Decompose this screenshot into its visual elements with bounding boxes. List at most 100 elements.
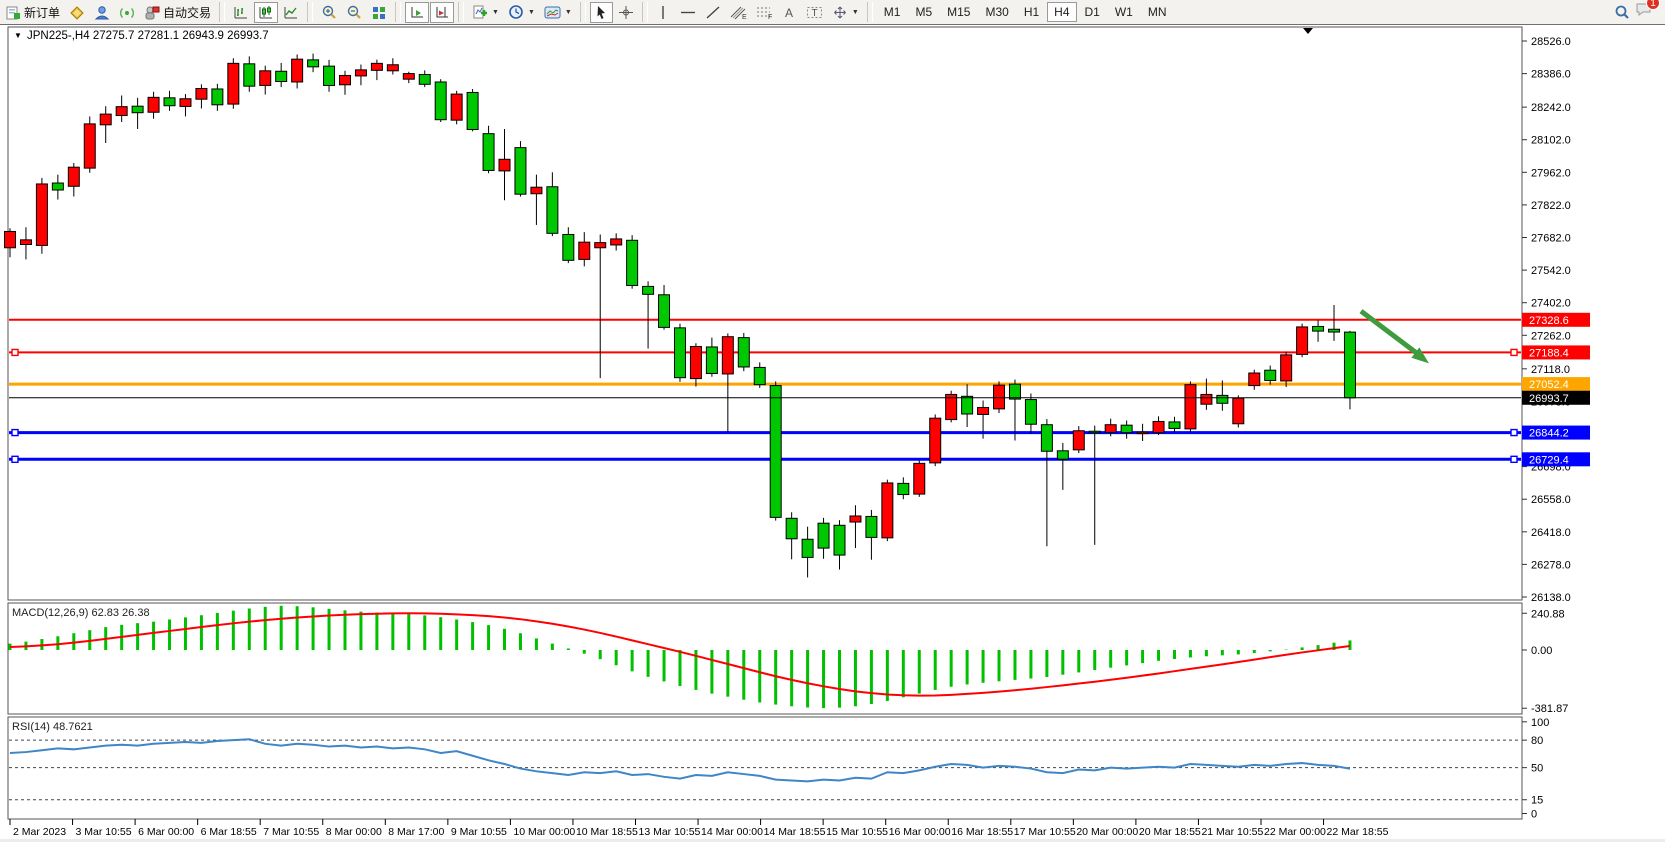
- zoom-in-button[interactable]: [317, 2, 341, 23]
- notifications-button[interactable]: 1: [1635, 0, 1660, 23]
- candle-body: [51, 182, 64, 191]
- timeframe-m15-button[interactable]: M15: [940, 2, 977, 22]
- main-panel: [7, 26, 1523, 601]
- chart-window[interactable]: 28526.0 28386.0 28242.0 28102.0 27962.0 27822…: [0, 25, 1665, 843]
- price-tick-label: 26558.0: [1531, 494, 1571, 506]
- symbol-ohlc-label: JPN225-,H4 27275.7 27281.1 26943.9 26993…: [27, 30, 269, 42]
- timeframe-mn-button[interactable]: MN: [1141, 2, 1174, 22]
- new-order-button[interactable]: 新订单: [2, 2, 64, 23]
- candle-body: [1088, 430, 1101, 434]
- candle-body: [1216, 394, 1229, 404]
- text-label-button[interactable]: T: [802, 2, 827, 23]
- price-tick-label: 27682.0: [1531, 233, 1571, 245]
- timeframe-h1-button[interactable]: H1: [1017, 2, 1046, 22]
- candle-body: [833, 524, 846, 556]
- search-button[interactable]: [1610, 2, 1634, 23]
- candle-body: [291, 58, 304, 83]
- crosshair-icon: [618, 5, 633, 19]
- bar-chart-button[interactable]: [229, 2, 253, 23]
- timeframe-m5-button[interactable]: M5: [908, 2, 939, 22]
- candle-body: [1296, 326, 1309, 355]
- scroll-end-marker: [1303, 28, 1313, 34]
- toolbar-separator: [866, 2, 873, 22]
- zoom-out-button[interactable]: [342, 2, 366, 23]
- macd-tick-label: -381.87: [1531, 703, 1568, 715]
- deposit-button[interactable]: [65, 2, 89, 23]
- trendline-button[interactable]: [701, 2, 725, 23]
- line-chart-icon: [284, 6, 298, 18]
- price-tick-label: 27402.0: [1531, 298, 1571, 310]
- templates-button[interactable]: ▼: [540, 2, 576, 23]
- dropdown-caret-icon: ▼: [851, 8, 859, 16]
- horizontal-line-button[interactable]: [676, 2, 700, 23]
- text-button[interactable]: A: [778, 2, 801, 23]
- zoom-out-icon: [347, 5, 361, 19]
- price-tick-label: 27262.0: [1531, 330, 1571, 342]
- tile-windows-button[interactable]: [367, 2, 391, 23]
- trend-arrow[interactable]: [1359, 309, 1423, 359]
- svg-text:F: F: [768, 14, 772, 20]
- date-tick-label: 8 Mar 00:00: [326, 826, 382, 838]
- crosshair-button[interactable]: [614, 2, 638, 23]
- price-tick-label: 28526.0: [1531, 36, 1571, 48]
- indicators-icon: [473, 5, 488, 18]
- candle-body: [642, 285, 655, 295]
- candle-body: [386, 64, 399, 72]
- indicators-button[interactable]: ▼: [468, 2, 503, 23]
- candle-body: [753, 366, 766, 386]
- candle-body: [482, 133, 495, 171]
- line-handle[interactable]: [11, 348, 19, 357]
- date-tick-label: 14 Mar 18:55: [764, 826, 826, 838]
- candle-body: [115, 106, 128, 117]
- timeframe-d1-button[interactable]: D1: [1078, 2, 1107, 22]
- cursor-button[interactable]: [589, 1, 613, 23]
- candle-body: [578, 241, 591, 260]
- horizontal-line-icon: [680, 11, 695, 13]
- line-handle[interactable]: [1510, 455, 1518, 464]
- channel-button[interactable]: E: [726, 2, 751, 23]
- date-tick-label: 14 Mar 00:00: [701, 826, 763, 838]
- candle-body: [658, 294, 671, 328]
- timeframe-m30-button[interactable]: M30: [978, 2, 1015, 22]
- candle-body: [1200, 393, 1213, 405]
- candle-body: [881, 482, 894, 539]
- timeframe-h4-button[interactable]: H4: [1047, 2, 1077, 22]
- date-tick-label: 13 Mar 10:55: [639, 826, 701, 838]
- chart-shift-button[interactable]: [430, 1, 455, 23]
- bid-price-label: 26993.7: [1529, 393, 1569, 405]
- auto-trading-button[interactable]: 自动交易: [140, 2, 215, 23]
- price-tick-label: 28386.0: [1531, 69, 1571, 81]
- line-chart-button[interactable]: [279, 2, 303, 23]
- candle-body: [131, 105, 144, 114]
- dropdown-caret-icon: ▼: [564, 8, 572, 16]
- timeframe-m1-button[interactable]: M1: [877, 2, 908, 22]
- candle-chart-button[interactable]: [254, 1, 279, 23]
- line-handle[interactable]: [11, 455, 19, 464]
- candle-body: [450, 93, 463, 121]
- trend-arrow-head[interactable]: [1411, 347, 1429, 364]
- price-tick-label: 28102.0: [1531, 135, 1571, 147]
- support-button[interactable]: [90, 2, 114, 23]
- chart-svg[interactable]: 28526.0 28386.0 28242.0 28102.0 27962.0 27822…: [0, 25, 1665, 843]
- periods-button[interactable]: ▼: [504, 2, 539, 23]
- candle-body: [35, 183, 48, 246]
- timeframe-w1-button[interactable]: W1: [1108, 2, 1140, 22]
- shapes-button[interactable]: ▼: [828, 2, 863, 23]
- signal-button[interactable]: [115, 2, 139, 23]
- price-tag: [1522, 345, 1590, 360]
- candle-body: [275, 70, 288, 83]
- svg-text:E: E: [742, 14, 747, 20]
- macd-label: MACD(12,26,9) 62.83 26.38: [12, 607, 150, 619]
- dropdown-caret-icon: ▼: [492, 8, 499, 16]
- zoom-in-icon: [322, 5, 336, 19]
- line-handle[interactable]: [1510, 348, 1518, 357]
- date-tick-label: 21 Mar 10:55: [1201, 826, 1263, 838]
- price-tag-label: 27188.4: [1529, 347, 1569, 359]
- vertical-line-button[interactable]: [652, 2, 675, 23]
- date-tick-label: 17 Mar 10:55: [1014, 826, 1076, 838]
- auto-scroll-button[interactable]: [405, 1, 430, 23]
- line-handle[interactable]: [1510, 428, 1518, 437]
- fibonacci-button[interactable]: F: [752, 2, 777, 23]
- line-handle[interactable]: [11, 428, 19, 437]
- fibonacci-icon: F: [756, 7, 772, 20]
